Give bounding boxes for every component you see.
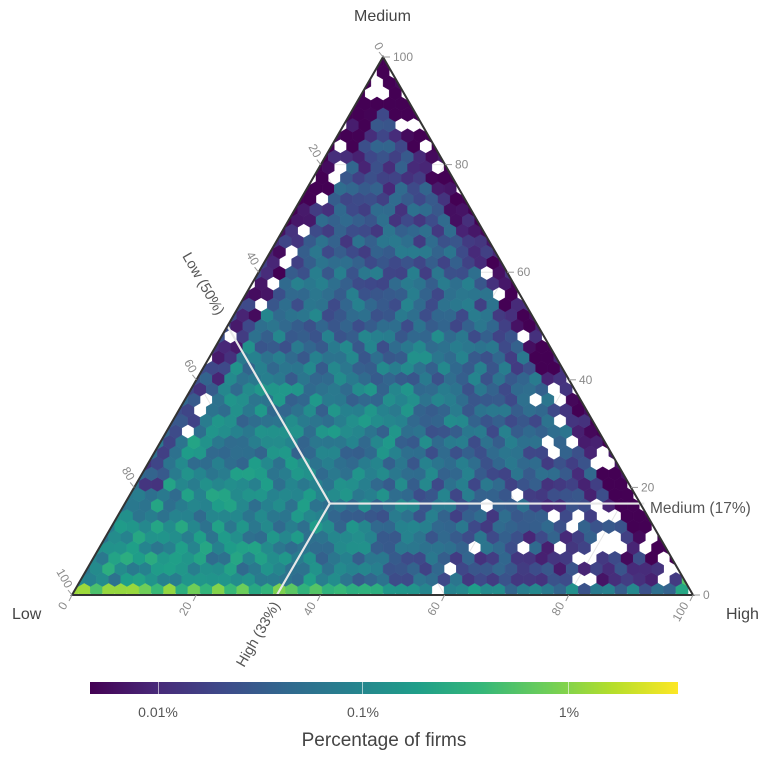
hexbin	[102, 498, 115, 513]
hexbin	[254, 234, 268, 249]
hexbin	[346, 75, 359, 91]
tick-label-low: 60	[181, 357, 200, 376]
tick-label-medium: 0	[703, 588, 710, 602]
hexbin	[279, 191, 292, 207]
vertex-label-high: High	[726, 606, 759, 623]
tick-label-medium: 100	[393, 50, 413, 64]
hexbin	[205, 318, 219, 334]
tick-label-medium: 60	[517, 265, 531, 279]
hexbin	[90, 519, 103, 534]
hexbin	[72, 551, 85, 566]
low-reference-label: Low (50%)	[179, 250, 228, 318]
hexbin	[175, 371, 189, 386]
hexbin	[108, 487, 122, 503]
hexbin	[157, 403, 170, 418]
tick-label-high: 40	[300, 599, 319, 618]
vertex-label-medium: Medium	[354, 8, 411, 25]
tick-label-medium: 20	[641, 480, 655, 494]
hexbin	[163, 392, 176, 408]
hexbin	[340, 86, 353, 101]
colorbar	[90, 682, 678, 694]
hexbin	[169, 381, 183, 397]
tick-label-high: 20	[176, 599, 195, 618]
hexbin	[144, 424, 158, 439]
hexbin	[273, 202, 286, 217]
hexbin	[285, 181, 298, 196]
hexbin-layer	[72, 57, 693, 595]
tick-label-high: 0	[55, 599, 71, 612]
colorbar-tick-label: 0.1%	[347, 704, 379, 720]
hexbin	[151, 413, 164, 429]
hexbin	[291, 170, 304, 186]
tick-label-low: 80	[119, 464, 138, 483]
hexbin	[193, 339, 207, 355]
colorbar-tick-label: 1%	[558, 704, 580, 720]
medium-reference-label: Medium (17%)	[650, 500, 751, 517]
hexbin	[96, 508, 109, 524]
vertex-label-low: Low	[12, 606, 42, 623]
colorbar-tick-label: 0.01%	[138, 704, 178, 720]
colorbar-title: Percentage of firms	[301, 730, 467, 751]
hexbin	[328, 107, 341, 122]
tick-label-low: 20	[306, 142, 325, 161]
hexbin	[230, 276, 244, 291]
axis-ticks: 0 0 0 20 20 20 40 40 40 60 60 60 80 80 80 100 100 100	[53, 40, 710, 624]
tick-label-medium: 40	[579, 373, 593, 387]
hexbin	[578, 561, 591, 577]
hexbin	[199, 329, 213, 344]
reference-lines	[226, 325, 645, 596]
hexbin	[297, 160, 311, 175]
hexbin	[77, 540, 91, 556]
tick-label-high: 100	[669, 599, 691, 624]
tick-label-low: 40	[243, 249, 262, 268]
hexbin	[224, 286, 237, 302]
tick-label-low: 0	[371, 40, 387, 53]
hexbin	[132, 445, 146, 460]
hexbin	[83, 529, 97, 545]
hexbin	[321, 117, 335, 133]
tick-label-medium: 80	[455, 158, 469, 172]
tick-label-high: 60	[424, 599, 443, 618]
hexbin	[267, 212, 280, 228]
tick-label-high: 80	[549, 599, 568, 618]
tick-label-low: 100	[53, 566, 75, 591]
hexbin	[260, 223, 274, 239]
high-reference-label: High (33%)	[234, 599, 284, 670]
hexbin	[602, 519, 616, 534]
hexbin	[334, 96, 347, 112]
triangle-outline	[70, 54, 695, 596]
